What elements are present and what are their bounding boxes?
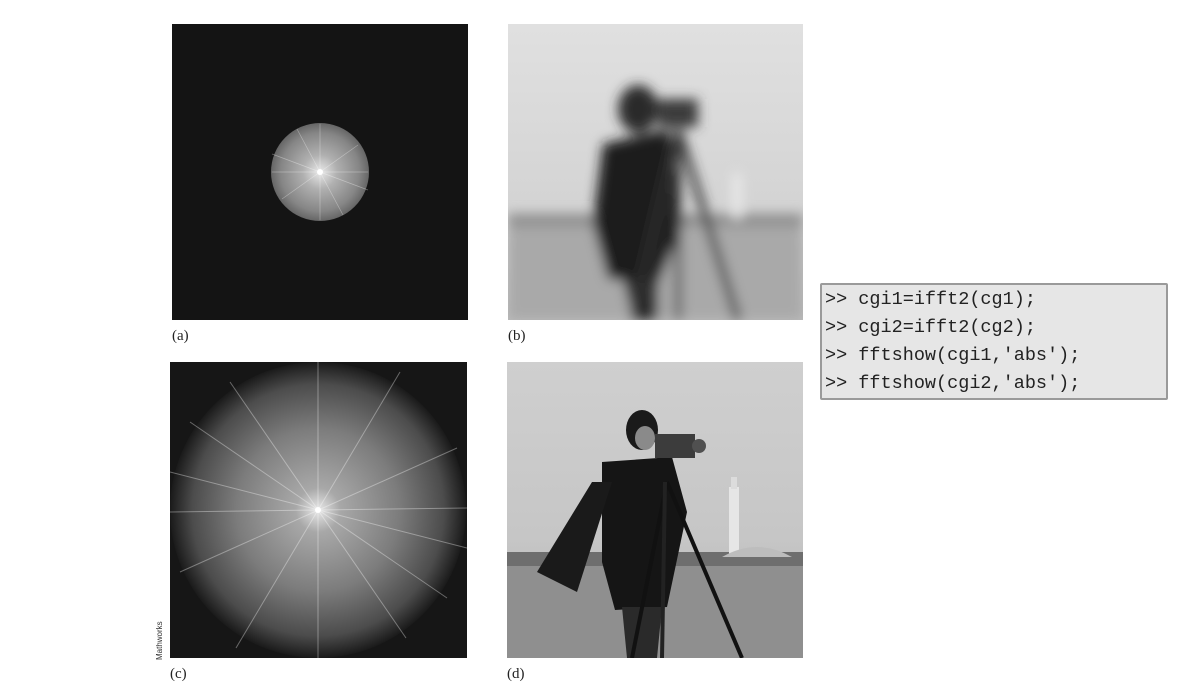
spectrum-small-image bbox=[172, 24, 468, 320]
blurred-photo-image bbox=[508, 24, 803, 320]
panel-c-label: (c) bbox=[170, 666, 187, 682]
panel-d-label: (d) bbox=[507, 666, 525, 682]
code-line-2: >> cgi2=ifft2(cg2); bbox=[825, 317, 1036, 338]
code-line-1: >> cgi1=ifft2(cg1); bbox=[825, 289, 1036, 310]
matlab-code-box: >> cgi1=ifft2(cg1); >> cgi2=ifft2(cg2); … bbox=[820, 283, 1168, 400]
spectrum-large-image bbox=[170, 362, 467, 658]
code-line-3: >> fftshow(cgi1,'abs'); bbox=[825, 345, 1081, 366]
code-line-4: >> fftshow(cgi2,'abs'); bbox=[825, 373, 1081, 394]
cameraman-photo-image bbox=[507, 362, 803, 658]
panel-a-label: (a) bbox=[172, 328, 189, 344]
panel-b-label: (b) bbox=[508, 328, 526, 344]
image-credit: Mathworks bbox=[155, 621, 164, 660]
